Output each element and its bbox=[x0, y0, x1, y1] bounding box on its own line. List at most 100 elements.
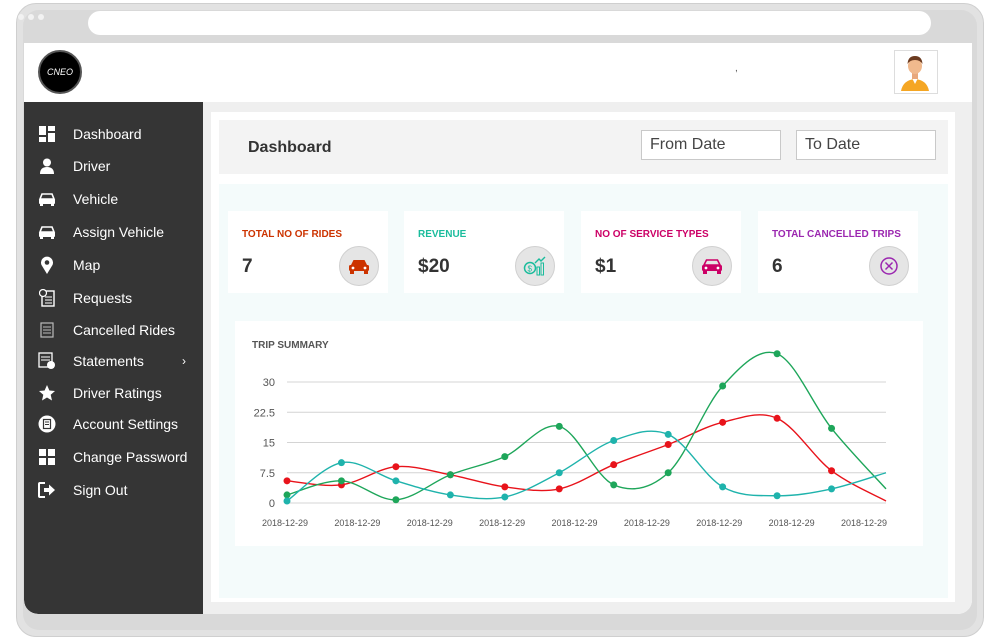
brand-logo[interactable]: CNEO bbox=[38, 50, 82, 94]
user-icon bbox=[38, 157, 56, 175]
data-point[interactable] bbox=[446, 471, 454, 479]
y-tick-label: 7.5 bbox=[260, 468, 275, 480]
window-dots bbox=[18, 14, 44, 20]
stat-card-value: $20 bbox=[418, 256, 450, 277]
stat-card-revenue: REVENUE $20 $ bbox=[404, 211, 564, 293]
data-point[interactable] bbox=[719, 382, 727, 390]
trip-summary-chart: TRIP SUMMARY 0 7.5 15 22.5 30 2018-12-29 2018-… bbox=[235, 321, 923, 546]
sidebar-item-label: Driver bbox=[73, 158, 111, 174]
sidebar-item-driver-ratings[interactable]: Driver Ratings bbox=[24, 379, 203, 407]
money-growth-icon: $ bbox=[515, 246, 555, 286]
series-line bbox=[286, 430, 887, 502]
sidebar-item-cancelled-rides[interactable]: Cancelled Rides bbox=[24, 316, 203, 344]
stat-card-value: 6 bbox=[772, 256, 783, 277]
sidebar-item-assign-vehicle[interactable]: Assign Vehicle bbox=[24, 218, 203, 246]
car-service-icon bbox=[692, 246, 732, 286]
data-point[interactable] bbox=[337, 459, 345, 467]
avatar[interactable] bbox=[894, 50, 938, 94]
sign-out-icon bbox=[38, 481, 56, 499]
series-line bbox=[286, 414, 887, 502]
sidebar-item-vehicle[interactable]: Vehicle bbox=[24, 185, 203, 213]
to-date-input[interactable] bbox=[796, 130, 936, 160]
sidebar-item-label: Sign Out bbox=[73, 482, 128, 498]
data-point[interactable] bbox=[501, 483, 509, 491]
data-point[interactable] bbox=[828, 485, 836, 493]
sidebar-item-sign-out[interactable]: Sign Out bbox=[24, 476, 203, 504]
cancel-circle-icon bbox=[869, 246, 909, 286]
map-pin-icon bbox=[38, 256, 56, 274]
clipboard-clock-icon bbox=[38, 289, 56, 307]
chart-title: TRIP SUMMARY bbox=[252, 340, 329, 351]
from-date-input[interactable] bbox=[641, 130, 781, 160]
data-point[interactable] bbox=[773, 492, 781, 500]
x-tick-label: 2018-12-29 bbox=[407, 518, 453, 528]
settings-doc-icon bbox=[38, 415, 56, 433]
address-bar[interactable] bbox=[88, 11, 931, 35]
y-tick-label: 22.5 bbox=[254, 407, 275, 419]
data-point[interactable] bbox=[501, 453, 509, 461]
sidebar-item-label: Statements bbox=[73, 353, 144, 369]
data-point[interactable] bbox=[773, 414, 781, 422]
x-tick-label: 2018-12-29 bbox=[769, 518, 815, 528]
data-point[interactable] bbox=[555, 469, 563, 477]
data-point[interactable] bbox=[392, 496, 400, 504]
y-tick-label: 0 bbox=[269, 498, 275, 510]
data-point[interactable] bbox=[828, 467, 836, 475]
x-tick-label: 2018-12-29 bbox=[841, 518, 887, 528]
data-point[interactable] bbox=[610, 461, 618, 469]
sidebar-item-label: Driver Ratings bbox=[73, 385, 162, 401]
content-panel: Dashboard TOTAL NO OF RIDES 7 REVENUE $2… bbox=[211, 112, 955, 602]
sidebar-item-requests[interactable]: Requests bbox=[24, 284, 203, 312]
line-chart: 0 7.5 15 22.5 30 2018-12-29 2018-12-29 2018-12-… bbox=[254, 350, 887, 528]
page-title: Dashboard bbox=[248, 139, 332, 156]
car-icon bbox=[38, 190, 56, 208]
sidebar-item-label: Dashboard bbox=[73, 126, 142, 142]
data-point[interactable] bbox=[337, 477, 345, 485]
x-tick-label: 2018-12-29 bbox=[334, 518, 380, 528]
data-point[interactable] bbox=[664, 469, 672, 477]
data-point[interactable] bbox=[392, 477, 400, 485]
data-point[interactable] bbox=[719, 483, 727, 491]
x-tick-label: 2018-12-29 bbox=[479, 518, 525, 528]
stat-card-cancelled-trips: TOTAL CANCELLED TRIPS 6 bbox=[758, 211, 918, 293]
stat-card-title: NO OF SERVICE TYPES bbox=[595, 229, 709, 240]
data-point[interactable] bbox=[555, 422, 563, 430]
stat-card-title: REVENUE bbox=[418, 229, 467, 240]
data-point[interactable] bbox=[664, 430, 672, 438]
data-point[interactable] bbox=[392, 463, 400, 471]
sidebar-item-account-settings[interactable]: Account Settings bbox=[24, 410, 203, 438]
grid-icon bbox=[38, 448, 56, 466]
data-point[interactable] bbox=[283, 477, 291, 485]
data-point[interactable] bbox=[610, 481, 618, 489]
stat-card-title: TOTAL CANCELLED TRIPS bbox=[772, 229, 901, 240]
x-tick-label: 2018-12-29 bbox=[262, 518, 308, 528]
sidebar-item-dashboard[interactable]: Dashboard bbox=[24, 120, 203, 148]
sidebar-item-label: Map bbox=[73, 257, 101, 273]
data-point[interactable] bbox=[664, 441, 672, 449]
sidebar-item-change-password[interactable]: Change Password bbox=[24, 443, 203, 471]
stats-panel: TOTAL NO OF RIDES 7 REVENUE $20 $ NO OF … bbox=[219, 184, 948, 598]
data-point[interactable] bbox=[446, 491, 454, 499]
car-icon bbox=[38, 223, 56, 241]
data-point[interactable] bbox=[283, 497, 291, 505]
statement-icon bbox=[38, 352, 56, 370]
sidebar-item-driver[interactable]: Driver bbox=[24, 152, 203, 180]
top-bar: CNEO , bbox=[24, 43, 972, 102]
x-tick-label: 2018-12-29 bbox=[551, 518, 597, 528]
sidebar-item-statements[interactable]: Statements › bbox=[24, 347, 203, 375]
sidebar: Dashboard Driver Vehicle Assign Vehicle … bbox=[24, 102, 203, 614]
chevron-right-icon: › bbox=[182, 354, 186, 368]
document-icon bbox=[38, 321, 56, 339]
y-tick-label: 15 bbox=[263, 438, 275, 450]
dashboard-icon bbox=[38, 125, 56, 143]
sidebar-item-label: Cancelled Rides bbox=[73, 322, 175, 338]
data-point[interactable] bbox=[283, 491, 291, 499]
sidebar-item-map[interactable]: Map bbox=[24, 251, 203, 279]
data-point[interactable] bbox=[828, 424, 836, 432]
data-point[interactable] bbox=[719, 418, 727, 426]
data-point[interactable] bbox=[773, 350, 781, 358]
data-point[interactable] bbox=[501, 493, 509, 501]
star-icon bbox=[38, 384, 56, 402]
data-point[interactable] bbox=[555, 485, 563, 493]
data-point[interactable] bbox=[610, 436, 618, 444]
